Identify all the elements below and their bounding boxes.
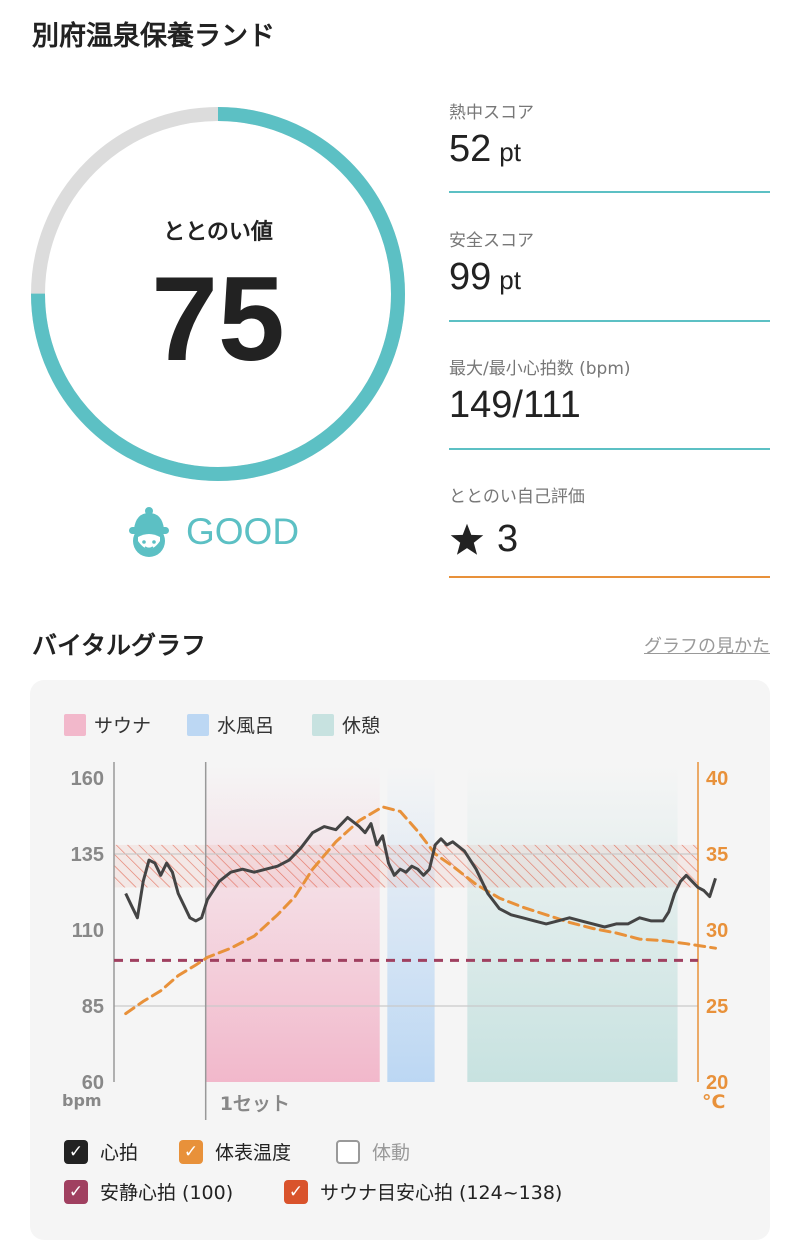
heat-score-label: 熱中スコア	[449, 103, 534, 123]
heat-score-unit: pt	[499, 137, 521, 167]
gauge-ring	[31, 107, 405, 481]
right-tick-35: 35	[706, 844, 728, 866]
right-tick-30: 30	[706, 920, 728, 942]
sauna-target-hr-checkbox[interactable]: ✓	[284, 1179, 308, 1204]
safety-score-value: 99 pt	[449, 256, 521, 299]
body-motion-toggle-label: 体動	[372, 1142, 411, 1164]
rating-text: GOOD	[186, 511, 300, 552]
safety-score-number: 99	[449, 256, 492, 298]
vital-chart: サウナ 水風呂 休憩 160 135 110 85 60 40 35 30 25 20 bpm °C 1セッ…	[62, 714, 728, 1120]
safety-score-underline	[449, 320, 770, 322]
heart-rate-range-value: 149/111	[449, 384, 581, 426]
phase-water	[387, 766, 435, 1082]
legend-swatch-1	[187, 714, 209, 736]
phase-sauna	[205, 766, 380, 1082]
legend-label-0: サウナ	[94, 715, 151, 737]
safety-score-label: 安全スコア	[449, 231, 534, 251]
heat-score-underline	[449, 191, 770, 193]
heart-rate-range-underline	[449, 448, 770, 450]
heart-rate-line	[124, 816, 717, 929]
set-label: 1セット	[220, 1093, 290, 1115]
facility-title: 別府温泉保養ランド	[32, 21, 275, 52]
star-icon	[450, 523, 484, 555]
toggle-sauna-target-hr[interactable]: ✓ サウナ目安心拍 (124~138)	[284, 1178, 562, 1205]
legend-swatch-2	[312, 714, 334, 736]
toggle-heart-rate[interactable]: ✓ 心拍	[64, 1138, 138, 1165]
body-motion-checkbox[interactable]	[336, 1139, 360, 1164]
body-temp-toggle-label: 体表温度	[215, 1142, 292, 1164]
safety-score-unit: pt	[499, 265, 521, 295]
legend-swatch-0	[64, 714, 86, 736]
self-rating-number: 3	[497, 518, 519, 560]
left-tick-85: 85	[82, 996, 104, 1018]
resting-hr-checkbox[interactable]: ✓	[64, 1179, 88, 1204]
resting-hr-toggle-label: 安静心拍 (100)	[100, 1182, 234, 1204]
safety-score: 安全スコア 99 pt	[449, 226, 770, 322]
toggle-body-motion[interactable]: 体動	[336, 1138, 410, 1165]
rating-badge: GOOD	[126, 504, 299, 560]
graph-guide-link[interactable]: グラフの見かた	[644, 636, 770, 657]
toggle-resting-hr[interactable]: ✓ 安静心拍 (100)	[64, 1178, 233, 1205]
sauna-hat-face-icon	[129, 507, 169, 557]
left-tick-135: 135	[71, 844, 104, 866]
heart-rate-range-label: 最大/最小心拍数 (bpm)	[449, 359, 631, 379]
heat-score: 熱中スコア 52 pt	[449, 98, 770, 194]
self-rating-label: ととのい自己評価	[449, 487, 585, 507]
left-tick-60: 60	[82, 1072, 104, 1094]
left-tick-160: 160	[71, 768, 104, 790]
heat-score-value: 52 pt	[449, 128, 521, 171]
sauna-target-band-hatch	[114, 844, 698, 888]
gauge-value: 75	[151, 252, 285, 386]
toggle-body-temp[interactable]: ✓ 体表温度	[179, 1138, 291, 1165]
right-axis-unit: °C	[702, 1091, 725, 1113]
left-tick-110: 110	[72, 920, 104, 942]
body-temp-line	[124, 805, 717, 1016]
body-temp-checkbox[interactable]: ✓	[179, 1139, 203, 1164]
totonoi-gauge: ととのい値 75	[28, 104, 408, 484]
gauge-progress	[31, 107, 405, 481]
heart-rate-checkbox[interactable]: ✓	[64, 1139, 88, 1164]
heart-rate-range: 最大/最小心拍数 (bpm) 149/111	[449, 354, 770, 450]
legend-label-1: 水風呂	[217, 715, 274, 737]
left-axis-unit: bpm	[62, 1091, 102, 1110]
self-rating-value: 3	[449, 518, 518, 561]
gauge-label: ととのい値	[163, 220, 273, 245]
vital-chart-panel: サウナ 水風呂 休憩 160 135 110 85 60 40 35 30 25 20 bpm °C 1セッ…	[30, 680, 770, 1240]
self-rating-underline	[449, 576, 770, 578]
heart-rate-toggle-label: 心拍	[100, 1142, 139, 1164]
vital-graph-title: バイタルグラフ	[32, 631, 207, 660]
self-rating: ととのい自己評価 3	[449, 482, 770, 578]
right-tick-20: 20	[706, 1072, 728, 1094]
right-tick-40: 40	[706, 768, 728, 790]
right-tick-25: 25	[706, 996, 728, 1018]
legend-label-2: 休憩	[342, 715, 380, 737]
sauna-target-hr-toggle-label: サウナ目安心拍 (124~138)	[320, 1182, 563, 1204]
heat-score-number: 52	[449, 128, 492, 170]
